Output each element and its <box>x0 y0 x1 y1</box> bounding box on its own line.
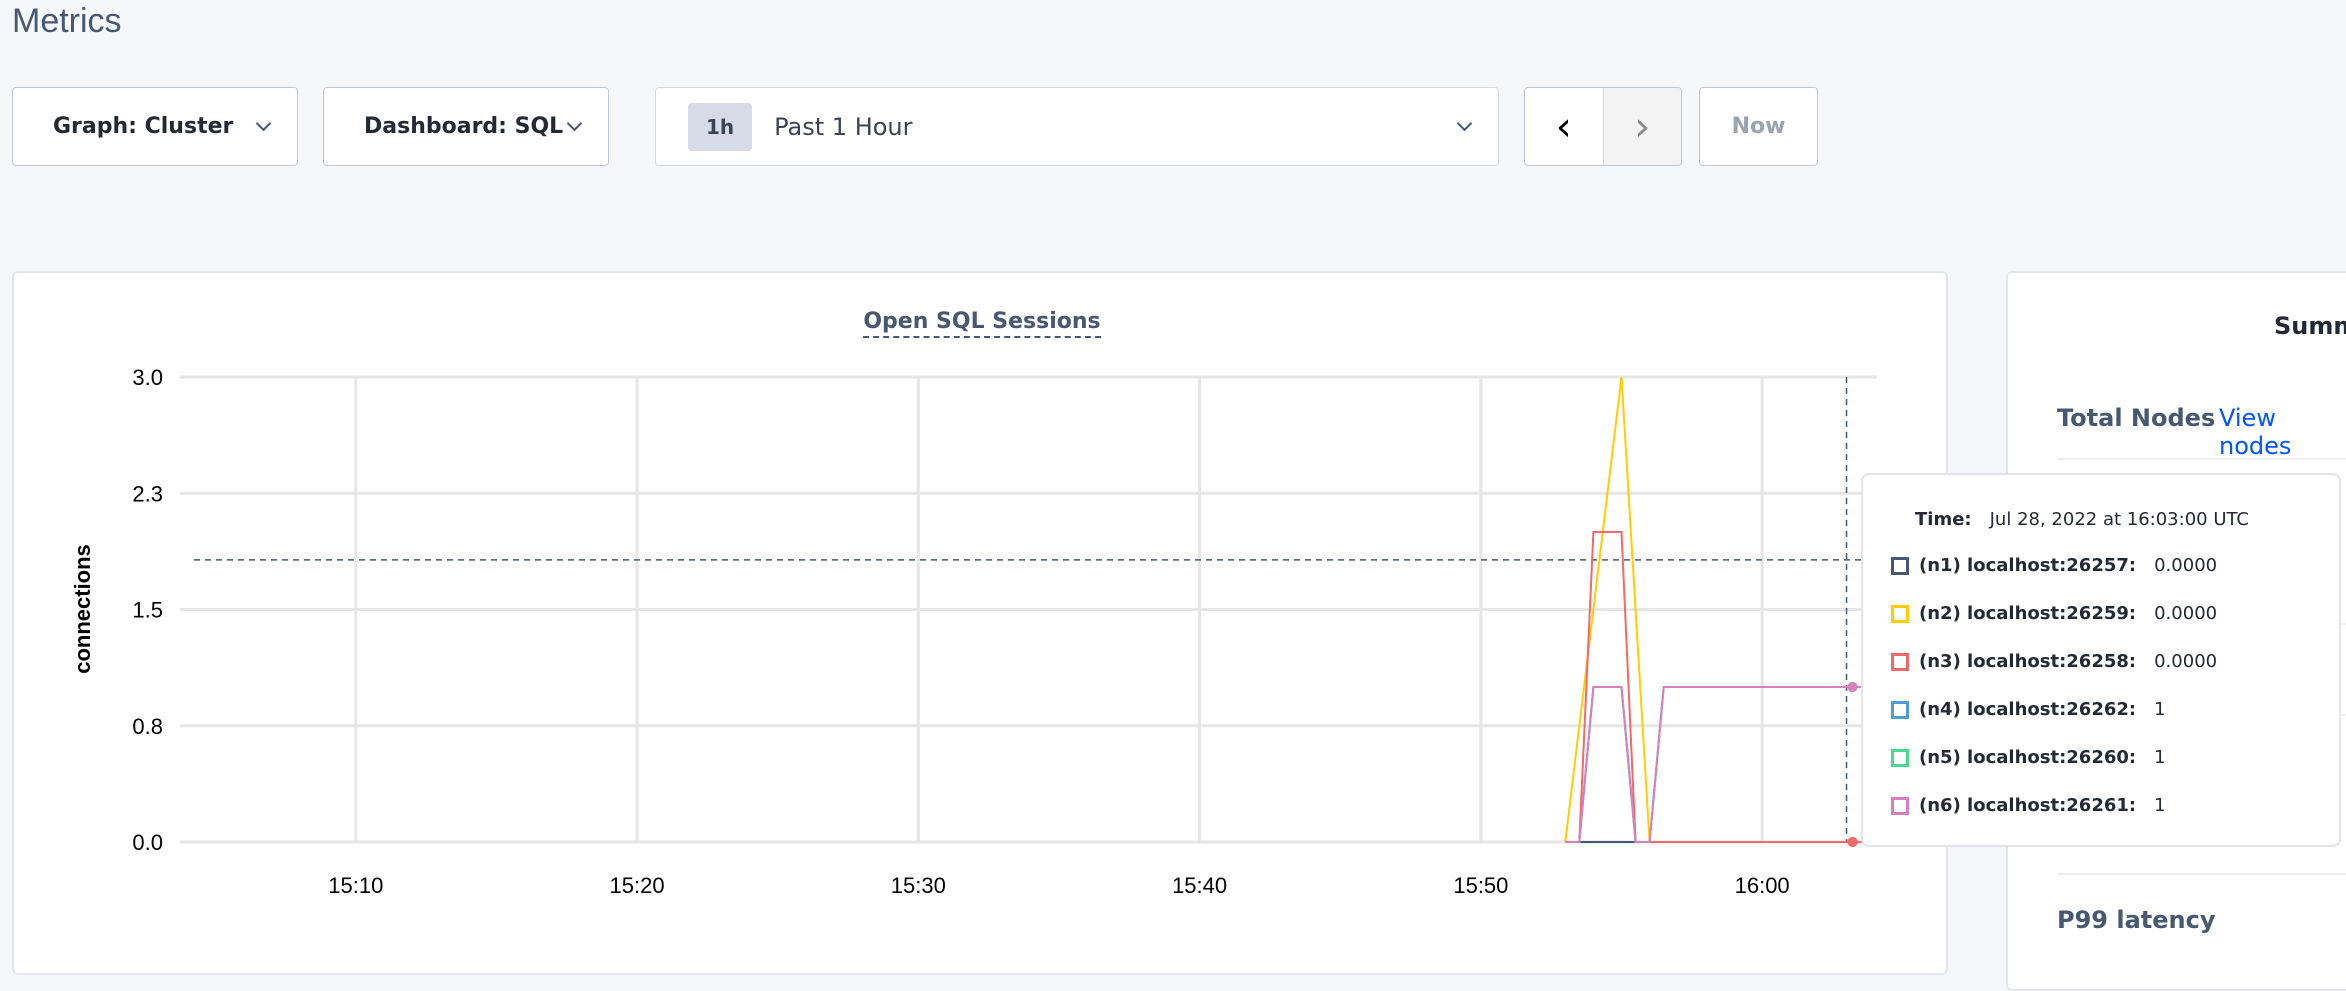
tooltip-row-value: 1 <box>2154 795 2166 816</box>
dashboard-select[interactable]: Dashboard: SQL <box>323 87 609 166</box>
legend-swatch-icon <box>1891 556 1909 575</box>
tooltip-row-value: 0.0000 <box>2154 555 2218 576</box>
tooltip-row-label: (n2) localhost:26259: <box>1919 603 2137 624</box>
tooltip-time-value: Jul 28, 2022 at 16:03:00 UTC <box>1989 509 2249 530</box>
chevron-down-icon <box>255 115 272 132</box>
time-range-badge: 1h <box>688 102 753 151</box>
time-range-select[interactable]: 1h Past 1 Hour <box>655 87 1499 166</box>
graph-select[interactable]: Graph: Cluster <box>12 87 298 166</box>
tooltip-row: (n2) localhost:26259: 0.0000 <box>1891 603 2217 624</box>
chevron-down-icon <box>1456 115 1473 132</box>
tooltip-row-value: 1 <box>2154 747 2166 768</box>
dashboard-select-label: Dashboard: SQL <box>364 114 564 139</box>
tooltip-row-value: 0.0000 <box>2154 651 2218 672</box>
tooltip-row-label: (n6) localhost:26261: <box>1919 795 2137 816</box>
tooltip-row: (n3) localhost:26258: 0.0000 <box>1891 651 2217 672</box>
tooltip-row: (n6) localhost:26261: 1 <box>1891 795 2166 816</box>
tooltip-time-label: Time: <box>1915 509 1972 530</box>
chart-tooltip: Time: Jul 28, 2022 at 16:03:00 UTC (n1) l… <box>1861 473 2341 847</box>
tooltip-row: (n1) localhost:26257: 0.0000 <box>1891 555 2217 576</box>
time-navigation: ‹ › <box>1524 87 1682 166</box>
page-title: Metrics <box>12 2 122 40</box>
chart-title[interactable]: Open SQL Sessions <box>863 309 1101 338</box>
legend-swatch-icon <box>1891 796 1909 815</box>
chevron-right-icon: › <box>1634 103 1651 150</box>
tooltip-row: (n4) localhost:26262: 1 <box>1891 699 2166 720</box>
chevron-left-icon: ‹ <box>1555 103 1572 150</box>
legend-swatch-icon <box>1891 604 1909 623</box>
tooltip-row-label: (n4) localhost:26262: <box>1919 699 2137 720</box>
chart-card: Open SQL Sessions <box>12 271 1948 975</box>
tooltip-row-label: (n5) localhost:26260: <box>1919 747 2137 768</box>
tooltip-row: (n5) localhost:26260: 1 <box>1891 747 2166 768</box>
previous-time-button[interactable]: ‹ <box>1525 88 1603 165</box>
now-button[interactable]: Now <box>1699 87 1818 166</box>
legend-swatch-icon <box>1891 652 1909 671</box>
divider <box>2057 873 2346 875</box>
legend-swatch-icon <box>1891 748 1909 767</box>
legend-swatch-icon <box>1891 700 1909 719</box>
view-nodes-link[interactable]: View nodes <box>2219 404 2292 460</box>
divider <box>2057 458 2346 460</box>
p99-latency-label: P99 latency <box>2057 906 2216 934</box>
tooltip-row-label: (n3) localhost:26258: <box>1919 651 2137 672</box>
tooltip-row-value: 1 <box>2154 699 2166 720</box>
tooltip-row-value: 0.0000 <box>2154 603 2218 624</box>
tooltip-row-label: (n1) localhost:26257: <box>1919 555 2137 576</box>
time-range-label: Past 1 Hour <box>774 112 913 141</box>
chart-title-wrap: Open SQL Sessions <box>14 309 1950 338</box>
total-nodes-label: Total Nodes <box>2057 404 2216 432</box>
chevron-down-icon <box>566 115 583 132</box>
graph-select-label: Graph: Cluster <box>53 114 234 139</box>
summary-title: Summ <box>2274 312 2346 340</box>
next-time-button[interactable]: › <box>1602 88 1681 165</box>
tooltip-time: Time: Jul 28, 2022 at 16:03:00 UTC <box>1915 509 2249 530</box>
